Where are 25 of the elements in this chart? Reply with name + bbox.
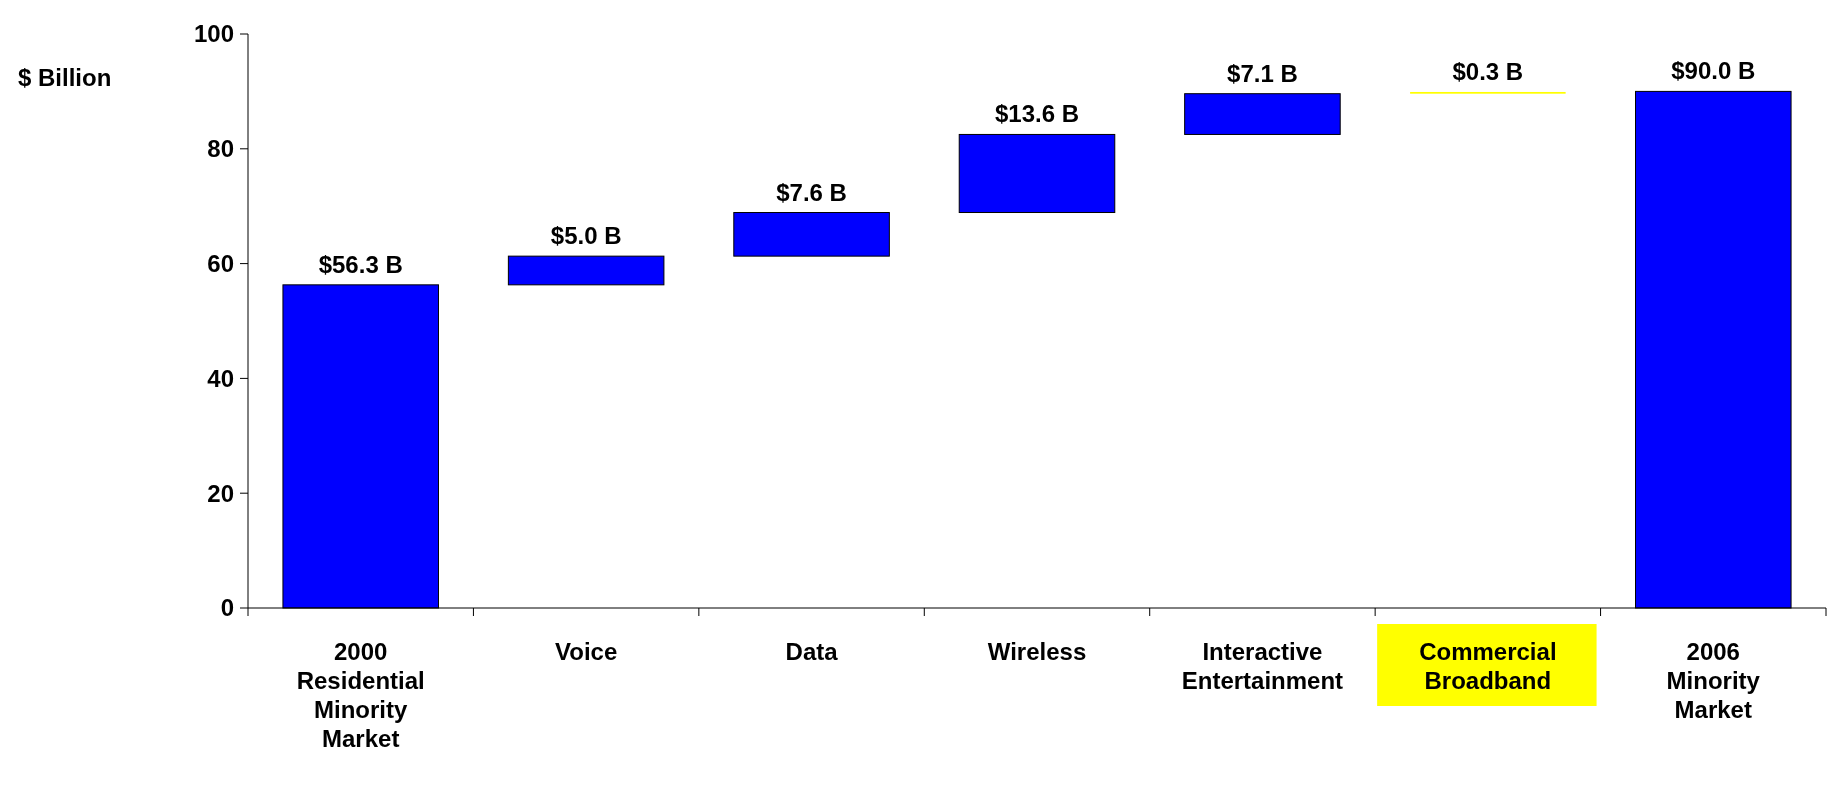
x-tick-label: 2006 Minority Market xyxy=(1666,638,1761,723)
x-tick-label: Interactive Entertainment xyxy=(1181,638,1344,694)
x-tick-label: Voice xyxy=(555,638,618,665)
y-tick-label: 0 xyxy=(220,594,234,622)
bar xyxy=(958,133,1116,214)
y-tick-label: 20 xyxy=(207,479,234,507)
bar xyxy=(733,212,890,257)
data-label: $7.1 B xyxy=(1227,59,1298,87)
data-label: $90.0 B xyxy=(1671,57,1756,85)
bar xyxy=(1184,93,1341,135)
y-tick-label: 60 xyxy=(207,250,234,277)
y-tick-label: 80 xyxy=(207,135,234,163)
y-tick-label: 40 xyxy=(207,364,234,392)
data-label: $7.6 B xyxy=(776,178,847,206)
x-tick-label: Data xyxy=(785,638,839,665)
x-tick-label: 2000 Residential Minority Market xyxy=(296,638,425,752)
data-label: $13.6 B xyxy=(994,100,1080,128)
bar xyxy=(507,255,665,286)
x-tick-label: Wireless xyxy=(987,638,1087,665)
x-tick-label: Commercial Broadband xyxy=(1419,638,1557,694)
data-label: $56.3 B xyxy=(318,250,403,278)
data-label: $0.3 B xyxy=(1452,57,1524,85)
y-tick-label: 100 xyxy=(193,20,234,48)
data-label: $5.0 B xyxy=(550,222,622,250)
y-axis-title: $ Billion xyxy=(18,64,112,91)
